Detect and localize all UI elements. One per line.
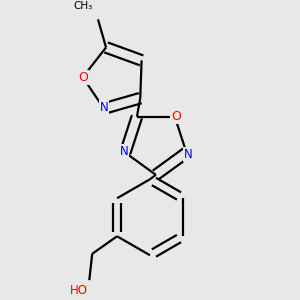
Text: O: O: [171, 110, 181, 123]
Text: O: O: [78, 71, 88, 84]
Text: CH₃: CH₃: [74, 1, 93, 11]
Text: N: N: [119, 145, 128, 158]
Text: N: N: [100, 100, 108, 114]
Text: N: N: [184, 148, 192, 160]
Text: HO: HO: [70, 284, 88, 297]
